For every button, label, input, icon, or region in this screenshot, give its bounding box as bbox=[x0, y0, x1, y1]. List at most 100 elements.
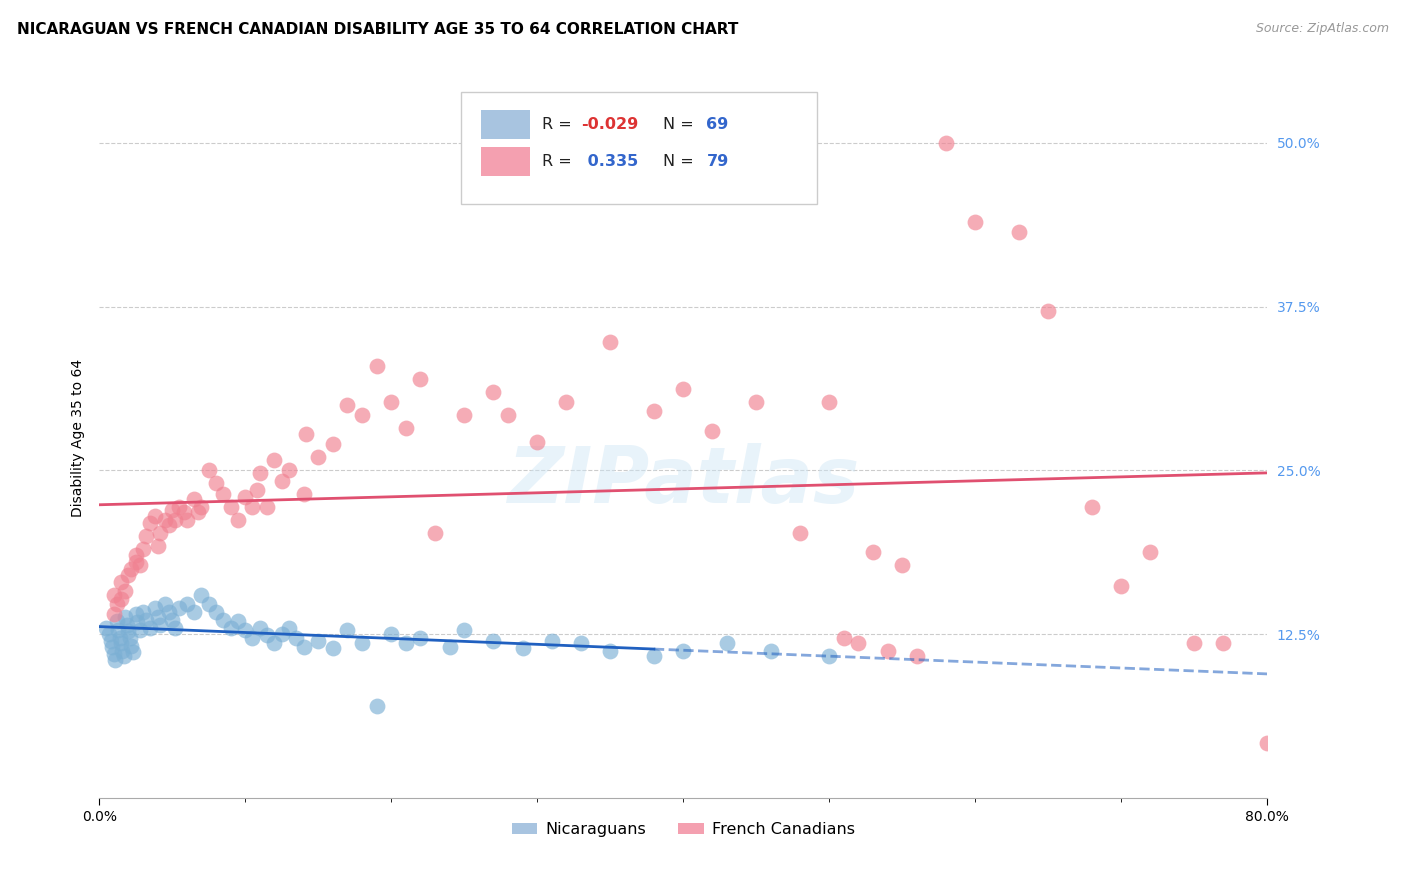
Point bbox=[153, 513, 176, 527]
Point bbox=[135, 529, 157, 543]
Point bbox=[295, 426, 318, 441]
Point bbox=[190, 588, 212, 602]
Point bbox=[157, 605, 180, 619]
Point bbox=[292, 640, 315, 655]
Point bbox=[121, 645, 143, 659]
Point bbox=[233, 623, 256, 637]
Point bbox=[512, 641, 534, 656]
Point bbox=[143, 600, 166, 615]
Point bbox=[789, 526, 811, 541]
Text: 0.335: 0.335 bbox=[582, 154, 638, 169]
Point bbox=[716, 636, 738, 650]
Point bbox=[205, 605, 228, 619]
Point bbox=[132, 541, 155, 556]
Point bbox=[105, 614, 128, 628]
Point bbox=[98, 627, 121, 641]
Point bbox=[165, 621, 187, 635]
Point bbox=[1139, 544, 1161, 558]
Point bbox=[249, 621, 271, 635]
Point bbox=[366, 699, 388, 714]
Point bbox=[350, 636, 373, 650]
Point bbox=[453, 623, 475, 637]
Point bbox=[540, 633, 562, 648]
Point bbox=[599, 644, 621, 658]
Point bbox=[263, 636, 285, 650]
Point bbox=[226, 513, 249, 527]
Text: R =: R = bbox=[541, 154, 576, 169]
Point bbox=[173, 505, 195, 519]
Point bbox=[139, 516, 162, 530]
Point bbox=[108, 631, 131, 645]
Point bbox=[101, 640, 124, 655]
Point bbox=[496, 409, 519, 423]
Point bbox=[183, 492, 205, 507]
Point bbox=[176, 597, 198, 611]
Point bbox=[205, 476, 228, 491]
Point bbox=[702, 424, 724, 438]
Point bbox=[187, 505, 209, 519]
Point bbox=[105, 597, 128, 611]
Point bbox=[1008, 225, 1031, 239]
Point bbox=[183, 605, 205, 619]
Point bbox=[118, 631, 141, 645]
Point bbox=[120, 639, 142, 653]
Point bbox=[103, 647, 125, 661]
Point bbox=[242, 500, 264, 514]
Point bbox=[643, 404, 665, 418]
Point bbox=[1081, 500, 1104, 514]
Text: R =: R = bbox=[541, 117, 576, 132]
Point bbox=[409, 631, 432, 645]
Point bbox=[336, 623, 359, 637]
Point bbox=[423, 526, 446, 541]
Point bbox=[246, 483, 269, 497]
Point bbox=[292, 487, 315, 501]
Point bbox=[526, 434, 548, 449]
Point bbox=[322, 437, 344, 451]
Point bbox=[146, 610, 169, 624]
Point bbox=[226, 614, 249, 628]
FancyBboxPatch shape bbox=[461, 92, 817, 203]
Point bbox=[176, 513, 198, 527]
Point bbox=[270, 627, 292, 641]
Point bbox=[117, 624, 139, 639]
Point bbox=[1182, 636, 1205, 650]
Point bbox=[270, 474, 292, 488]
Point bbox=[380, 627, 402, 641]
Point bbox=[366, 359, 388, 373]
Point bbox=[169, 500, 191, 514]
Point bbox=[146, 539, 169, 553]
Point bbox=[846, 636, 869, 650]
Text: NICARAGUAN VS FRENCH CANADIAN DISABILITY AGE 35 TO 64 CORRELATION CHART: NICARAGUAN VS FRENCH CANADIAN DISABILITY… bbox=[17, 22, 738, 37]
Point bbox=[672, 644, 695, 658]
FancyBboxPatch shape bbox=[481, 147, 530, 176]
Point bbox=[129, 558, 152, 572]
Point bbox=[876, 644, 898, 658]
Point bbox=[256, 628, 278, 642]
Point bbox=[482, 384, 505, 399]
Text: ZIPatlas: ZIPatlas bbox=[508, 442, 859, 519]
Point bbox=[1256, 736, 1278, 750]
Point bbox=[1212, 636, 1234, 650]
Point bbox=[453, 409, 475, 423]
Point bbox=[395, 636, 418, 650]
Point bbox=[157, 518, 180, 533]
Point bbox=[672, 382, 695, 396]
Point bbox=[110, 636, 132, 650]
Text: N =: N = bbox=[664, 117, 699, 132]
Point bbox=[277, 621, 299, 635]
Point bbox=[190, 500, 212, 514]
Point bbox=[233, 490, 256, 504]
Point bbox=[219, 500, 242, 514]
Point bbox=[104, 653, 127, 667]
Point bbox=[139, 621, 162, 635]
Point bbox=[127, 615, 149, 630]
Point bbox=[482, 633, 505, 648]
Point bbox=[905, 649, 928, 664]
Point bbox=[263, 453, 285, 467]
Point bbox=[569, 636, 592, 650]
Point bbox=[818, 395, 841, 409]
Point bbox=[114, 583, 136, 598]
Point bbox=[212, 613, 235, 627]
Point bbox=[117, 568, 139, 582]
Point bbox=[149, 526, 172, 541]
